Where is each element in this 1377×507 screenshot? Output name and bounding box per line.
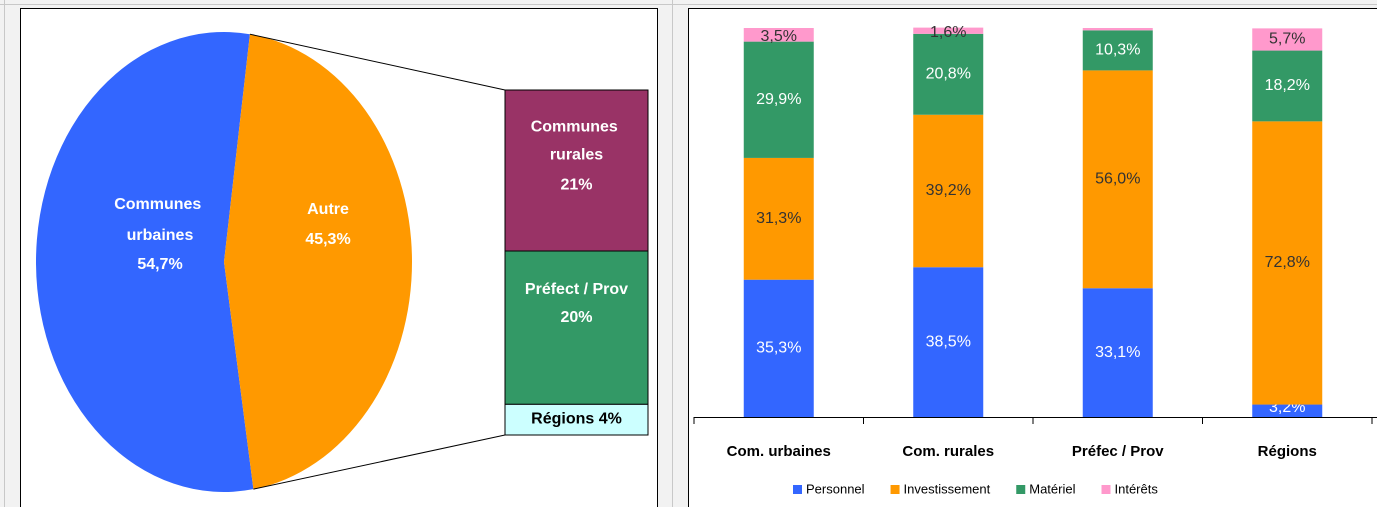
breakdown-value-label: 21% [560,177,592,194]
bar-segment [1252,28,1323,51]
x-tick-label: Préfec / Prov [1072,443,1164,460]
value-label: 10,3% [1095,42,1140,59]
breakdown-label: Préfect / Prov [525,281,628,298]
connector-line [253,434,506,490]
value-label: 3,5% [761,28,797,45]
breakdown-segment [504,250,649,405]
connector-line [249,33,506,91]
breakdown-category: Régions [531,411,599,428]
bar-segment [1082,28,1153,31]
value-label: 1,6% [930,24,966,41]
x-tick-label: Com. urbaines [727,443,831,460]
pie-label: Communes urbaines [114,196,206,244]
value-label: 18,2% [1265,77,1310,94]
bar-segment [1082,30,1153,71]
pie-label: Autre [307,201,349,218]
bar-segment [1252,121,1323,405]
bar-segment [1082,288,1153,417]
pie-slice [35,31,254,492]
pie-value-label: 45,3% [305,231,350,248]
pie-slice [224,34,412,490]
bar-segment [1082,70,1153,289]
breakdown-label: Communes rurales [531,119,623,164]
pie-value-label: 54,7% [137,256,182,273]
value-label: 38,5% [926,333,971,350]
breakdown-value-label: 4% [599,411,622,428]
breakdown-segment [504,403,649,436]
value-label: 72,8% [1265,254,1310,271]
breakdown-label: Régions 4% [531,411,622,428]
value-label: 56,0% [1095,171,1140,188]
legend-label: Investissement [904,481,991,496]
value-label: 35,3% [756,340,801,357]
bar-segment [913,27,984,34]
value-label: 20,8% [926,66,971,83]
legend-label: Matériel [1029,481,1075,496]
bar-segment [913,33,984,115]
value-label: 31,3% [756,210,801,227]
value-label: 5,7% [1269,31,1305,48]
x-tick-label: Régions [1258,443,1317,460]
bar-segment [1252,404,1323,417]
x-tick-label: Com. rurales [902,443,994,460]
legend-swatch [1101,485,1111,494]
legend-swatch [890,485,900,494]
legend-label: Personnel [806,481,865,496]
bar-segment [743,279,814,417]
bar-segment [743,41,814,158]
bar-segment [743,157,814,280]
breakdown-value-label: 20% [560,309,592,326]
legend-swatch [1016,485,1026,494]
breakdown-segment [504,89,649,252]
legend-swatch [793,485,802,494]
bar-segment [743,28,814,42]
value-label: 39,2% [926,182,971,199]
value-label: 29,9% [756,91,801,108]
bar-segment [1252,50,1323,122]
bar-segment [913,267,984,417]
legend-label: Intérêts [1115,481,1159,496]
value-label: 33,1% [1095,344,1140,361]
bar-segment [913,114,984,268]
